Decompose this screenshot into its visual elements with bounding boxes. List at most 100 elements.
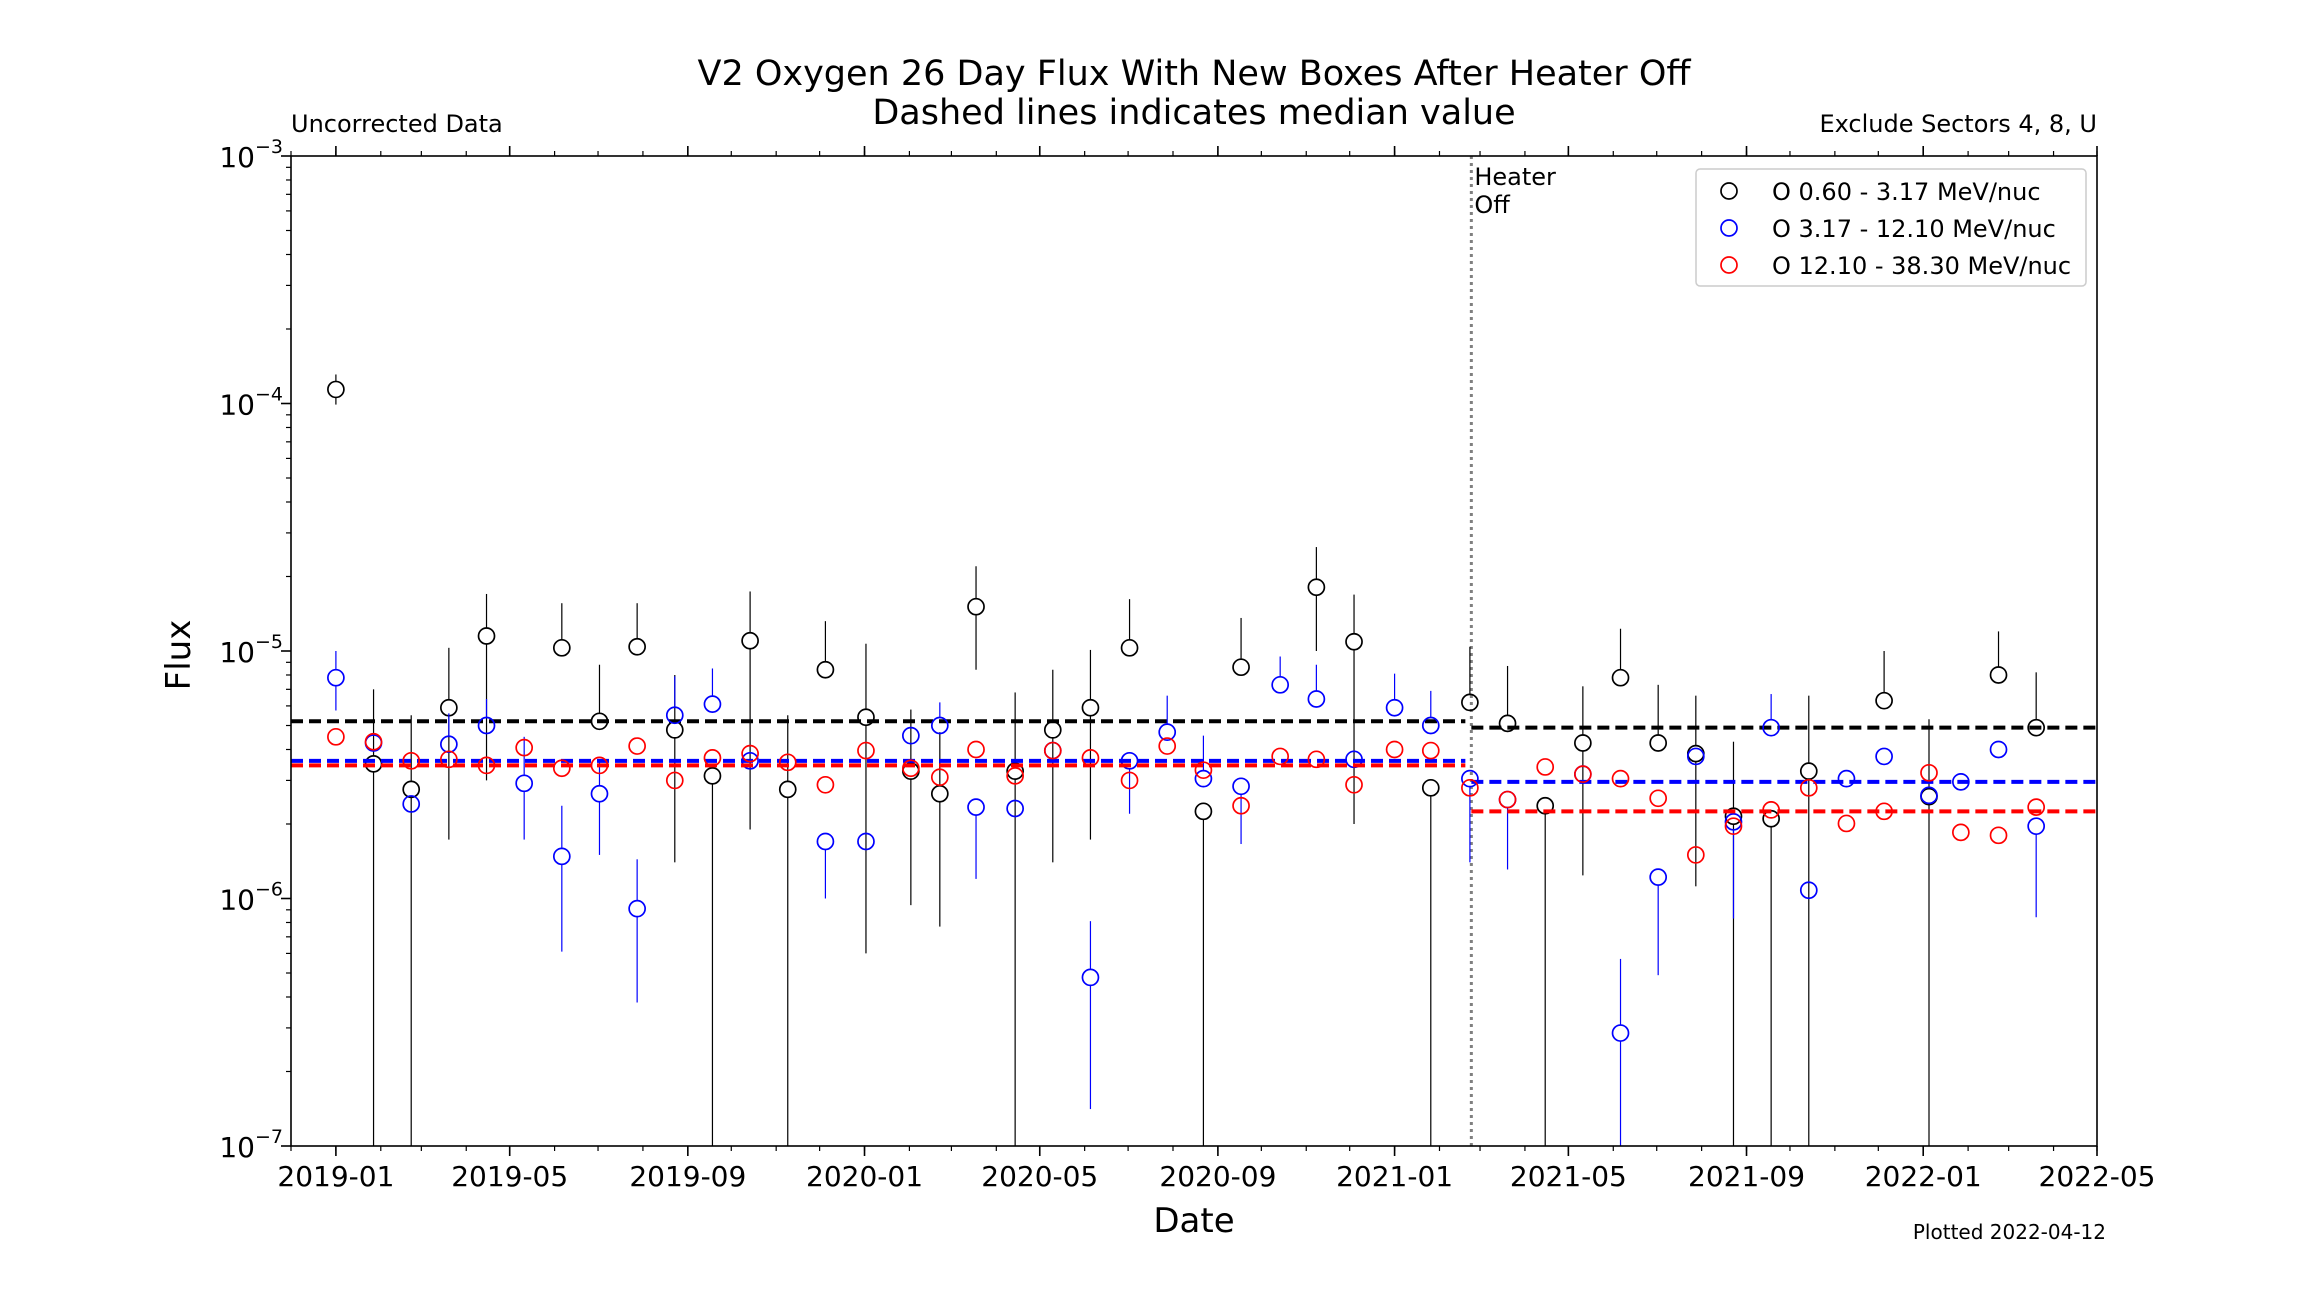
data-point <box>857 708 875 727</box>
data-point <box>1536 758 1555 776</box>
data-point <box>1686 846 1705 864</box>
data-point <box>1081 968 1100 987</box>
data-point <box>1345 775 1363 794</box>
x-axis-label: Date <box>1153 1201 1234 1241</box>
legend-label: O 0.60 - 3.17 MeV/nuc <box>1772 178 2041 206</box>
data-point <box>1762 718 1780 737</box>
data-point <box>1006 762 1024 780</box>
series-1 <box>291 651 2097 1146</box>
legend-marker <box>1720 219 1738 237</box>
y-tick-label: 10−5 <box>219 631 283 669</box>
data-point <box>327 380 345 399</box>
data-point <box>1307 690 1326 708</box>
data-point <box>1649 734 1668 752</box>
data-point <box>741 631 759 650</box>
data-point <box>1649 868 1668 886</box>
data-point <box>1574 765 1592 783</box>
data-point <box>930 784 949 803</box>
data-point <box>967 597 985 616</box>
plot-frame <box>290 155 2098 1147</box>
data-point <box>1307 750 1326 769</box>
data-point <box>1920 763 1938 782</box>
legend-label: O 3.17 - 12.10 MeV/nuc <box>1772 215 2056 243</box>
data-point <box>1724 807 1743 826</box>
data-point <box>364 732 383 751</box>
data-point <box>930 716 949 735</box>
data-point <box>2027 798 2046 816</box>
y-axis-label: Flux <box>159 620 199 691</box>
data-point <box>1952 823 1970 842</box>
data-point <box>778 780 797 799</box>
data-point <box>552 638 571 657</box>
data-point <box>1385 698 1404 717</box>
data-point <box>1271 675 1290 694</box>
data-point <box>1421 741 1440 760</box>
data-point <box>1989 740 2008 759</box>
data-point <box>440 750 458 769</box>
chart-subtitle: Dashed lines indicates median value <box>872 93 1515 133</box>
y-tick-label: 10−3 <box>219 136 283 174</box>
x-tick-label: 2020-09 <box>1159 1160 1276 1193</box>
data-point <box>1837 814 1856 833</box>
data-point <box>1158 723 1177 742</box>
data-point <box>1989 826 2008 845</box>
data-point <box>857 832 875 851</box>
data-point <box>515 774 534 793</box>
data-point <box>1232 658 1250 677</box>
x-tick-label: 2019-05 <box>451 1160 568 1193</box>
data-point <box>930 768 949 787</box>
data-point <box>1232 777 1250 796</box>
x-tick-label: 2022-05 <box>2039 1160 2156 1193</box>
data-point <box>1232 796 1250 815</box>
data-point <box>902 759 920 778</box>
data-point <box>1006 767 1024 785</box>
x-tick-label: 2022-01 <box>1865 1160 1982 1193</box>
data-point <box>1194 802 1213 821</box>
data-point <box>741 744 759 763</box>
data-point <box>1875 691 1893 710</box>
data-point <box>967 798 985 816</box>
data-point <box>1498 790 1517 809</box>
chart-title: V2 Oxygen 26 Day Flux With New Boxes Aft… <box>698 54 1692 94</box>
data-point <box>1421 778 1440 797</box>
data-point <box>967 740 985 759</box>
data-point <box>1920 786 1938 805</box>
data-point <box>1158 737 1177 755</box>
data-point <box>1799 881 1818 900</box>
data-point <box>1799 778 1818 797</box>
data-point <box>327 727 345 746</box>
y-tick-label: 10−4 <box>219 384 283 422</box>
data-point <box>665 721 684 739</box>
heater-off-label: Heater <box>1474 163 1556 191</box>
plotted-date: Plotted 2022-04-12 <box>1913 1220 2106 1244</box>
data-point <box>1799 762 1818 780</box>
data-point <box>477 716 496 735</box>
x-tick-label: 2021-01 <box>1336 1160 1453 1193</box>
data-point <box>628 737 646 755</box>
data-point <box>515 738 534 757</box>
x-tick-label: 2020-01 <box>806 1160 923 1193</box>
data-point <box>477 627 496 645</box>
x-tick-label: 2019-01 <box>277 1160 394 1193</box>
legend-marker <box>1720 256 1738 274</box>
data-point <box>1574 734 1592 752</box>
data-point <box>1724 817 1743 836</box>
legend-box <box>1695 168 2087 287</box>
legend-label: O 12.10 - 38.30 MeV/nuc <box>1772 252 2071 280</box>
data-point <box>1649 789 1668 808</box>
data-point <box>1611 668 1630 687</box>
legend: O 0.60 - 3.17 MeV/nuc O 3.17 - 12.10 MeV/… <box>1695 168 2087 287</box>
data-point <box>440 735 458 754</box>
data-point <box>665 706 684 725</box>
data-point <box>1043 721 1062 739</box>
data-point <box>857 741 875 760</box>
data-point <box>2027 817 2046 836</box>
data-point <box>1271 747 1290 766</box>
heater-off-label: Off <box>1474 191 1510 219</box>
data-point <box>1611 1024 1630 1042</box>
x-tick-label: 2020-05 <box>981 1160 1098 1193</box>
data-point <box>402 751 421 770</box>
data-point <box>1385 740 1404 759</box>
data-point <box>1307 578 1326 597</box>
